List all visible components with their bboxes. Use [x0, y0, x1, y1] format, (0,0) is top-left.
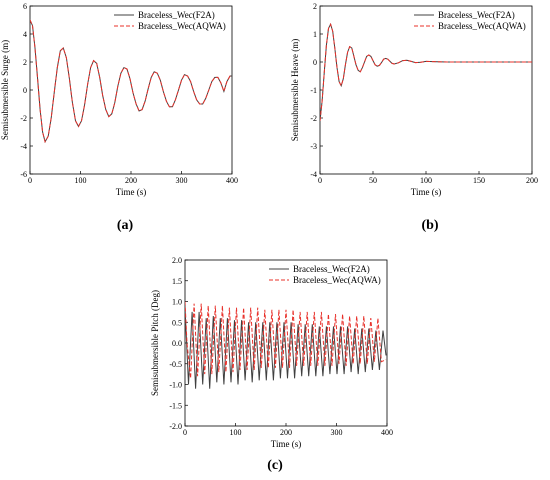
y-tick-label: 4	[23, 30, 27, 39]
chart-panel-a: 0 100 200 300 400 -6 -4 -2 0 2 4 6 Time (s) Semisubme…	[0, 0, 255, 210]
x-tick-label: 400	[226, 176, 238, 185]
series-line-f2a	[320, 22, 532, 121]
panel-label-a: (a)	[116, 218, 134, 233]
chart-panel-b: 0 50 100 150 200 -4 -3 -2 -1 0 1 2 Time (s) Semisubme…	[290, 0, 545, 210]
chart-panel-c: 0 100 200 300 400 -2.0 -1.5 -1.0 -0.5 0.0 0.5 1.0 1.…	[140, 252, 410, 452]
x-tick-label: 200	[125, 176, 137, 185]
x-axis-label: Time (s)	[116, 187, 146, 197]
x-tick-label: 300	[176, 176, 188, 185]
series-line-aqwa	[185, 301, 387, 379]
y-tick-label: -4	[310, 170, 317, 179]
y-axis-label: Semisubmersible Surge (m)	[0, 40, 10, 140]
surge-chart: 0 100 200 300 400 -6 -4 -2 0 2 4 6 Time (s) Semisubme…	[0, 2, 238, 197]
x-tick-label: 200	[280, 428, 292, 437]
y-tick-label: 0	[313, 58, 317, 67]
y-tick-label: 0	[23, 86, 27, 95]
x-tick-label: 50	[369, 176, 377, 185]
x-axis-label: Time (s)	[271, 439, 301, 449]
y-tick-label: -1	[310, 86, 317, 95]
y-tick-label: -0.5	[169, 360, 182, 369]
x-axis-label: Time (s)	[411, 187, 441, 197]
x-tick-label: 0	[183, 428, 187, 437]
y-tick-label: -3	[310, 142, 317, 151]
legend-label: Braceless_Wec(AQWA)	[438, 21, 526, 31]
panel-label-c: (c)	[267, 458, 283, 473]
x-tick-label: 0	[318, 176, 322, 185]
x-tick-label: 0	[28, 176, 32, 185]
legend-label: Braceless_Wec(AQWA)	[138, 21, 226, 31]
x-tick-label: 200	[526, 176, 538, 185]
y-tick-label: 2.0	[172, 256, 182, 265]
y-tick-label: -1.5	[169, 401, 182, 410]
legend-label: Braceless_Wec(AQWA)	[293, 275, 381, 285]
y-tick-label: 0.5	[172, 318, 182, 327]
y-tick-label: 1	[313, 30, 317, 39]
y-tick-label: 1.5	[172, 277, 182, 286]
x-tick-label: 400	[381, 428, 393, 437]
y-tick-label: -2	[310, 114, 317, 123]
heave-chart: 0 50 100 150 200 -4 -3 -2 -1 0 1 2 Time (s) Semisubme…	[290, 2, 538, 197]
y-tick-label: 6	[23, 2, 27, 11]
series-line-f2a	[185, 307, 387, 389]
plot-frame	[29, 5, 233, 175]
y-tick-label: 2	[23, 58, 27, 67]
y-tick-label: -4	[20, 142, 27, 151]
panel-label-b: (b)	[421, 218, 439, 233]
y-axis-label: Semisubmersible Pitch (Deg)	[150, 290, 160, 396]
series-line-aqwa	[320, 22, 532, 121]
y-tick-label: -1.0	[169, 381, 182, 390]
legend-label: Braceless_Wec(F2A)	[438, 10, 515, 20]
legend-label: Braceless_Wec(F2A)	[138, 10, 215, 20]
series-line-aqwa	[30, 19, 232, 144]
series-line-f2a	[30, 19, 232, 144]
x-tick-label: 100	[420, 176, 432, 185]
x-tick-label: 100	[75, 176, 87, 185]
y-tick-label: -2.0	[169, 422, 182, 431]
legend-label: Braceless_Wec(F2A)	[293, 264, 370, 274]
plot-frame	[319, 5, 533, 175]
y-tick-label: 2	[313, 2, 317, 11]
y-tick-label: 1.0	[172, 298, 182, 307]
x-tick-label: 300	[331, 428, 343, 437]
y-tick-label: 0.0	[172, 339, 182, 348]
x-tick-label: 100	[230, 428, 242, 437]
y-tick-label: -2	[20, 114, 27, 123]
pitch-chart: 0 100 200 300 400 -2.0 -1.5 -1.0 -0.5 0.0 0.5 1.0 1.…	[150, 256, 393, 449]
y-tick-label: -6	[20, 170, 27, 179]
x-tick-label: 150	[473, 176, 485, 185]
y-axis-label: Semisubmersible Heave (m)	[290, 39, 300, 141]
